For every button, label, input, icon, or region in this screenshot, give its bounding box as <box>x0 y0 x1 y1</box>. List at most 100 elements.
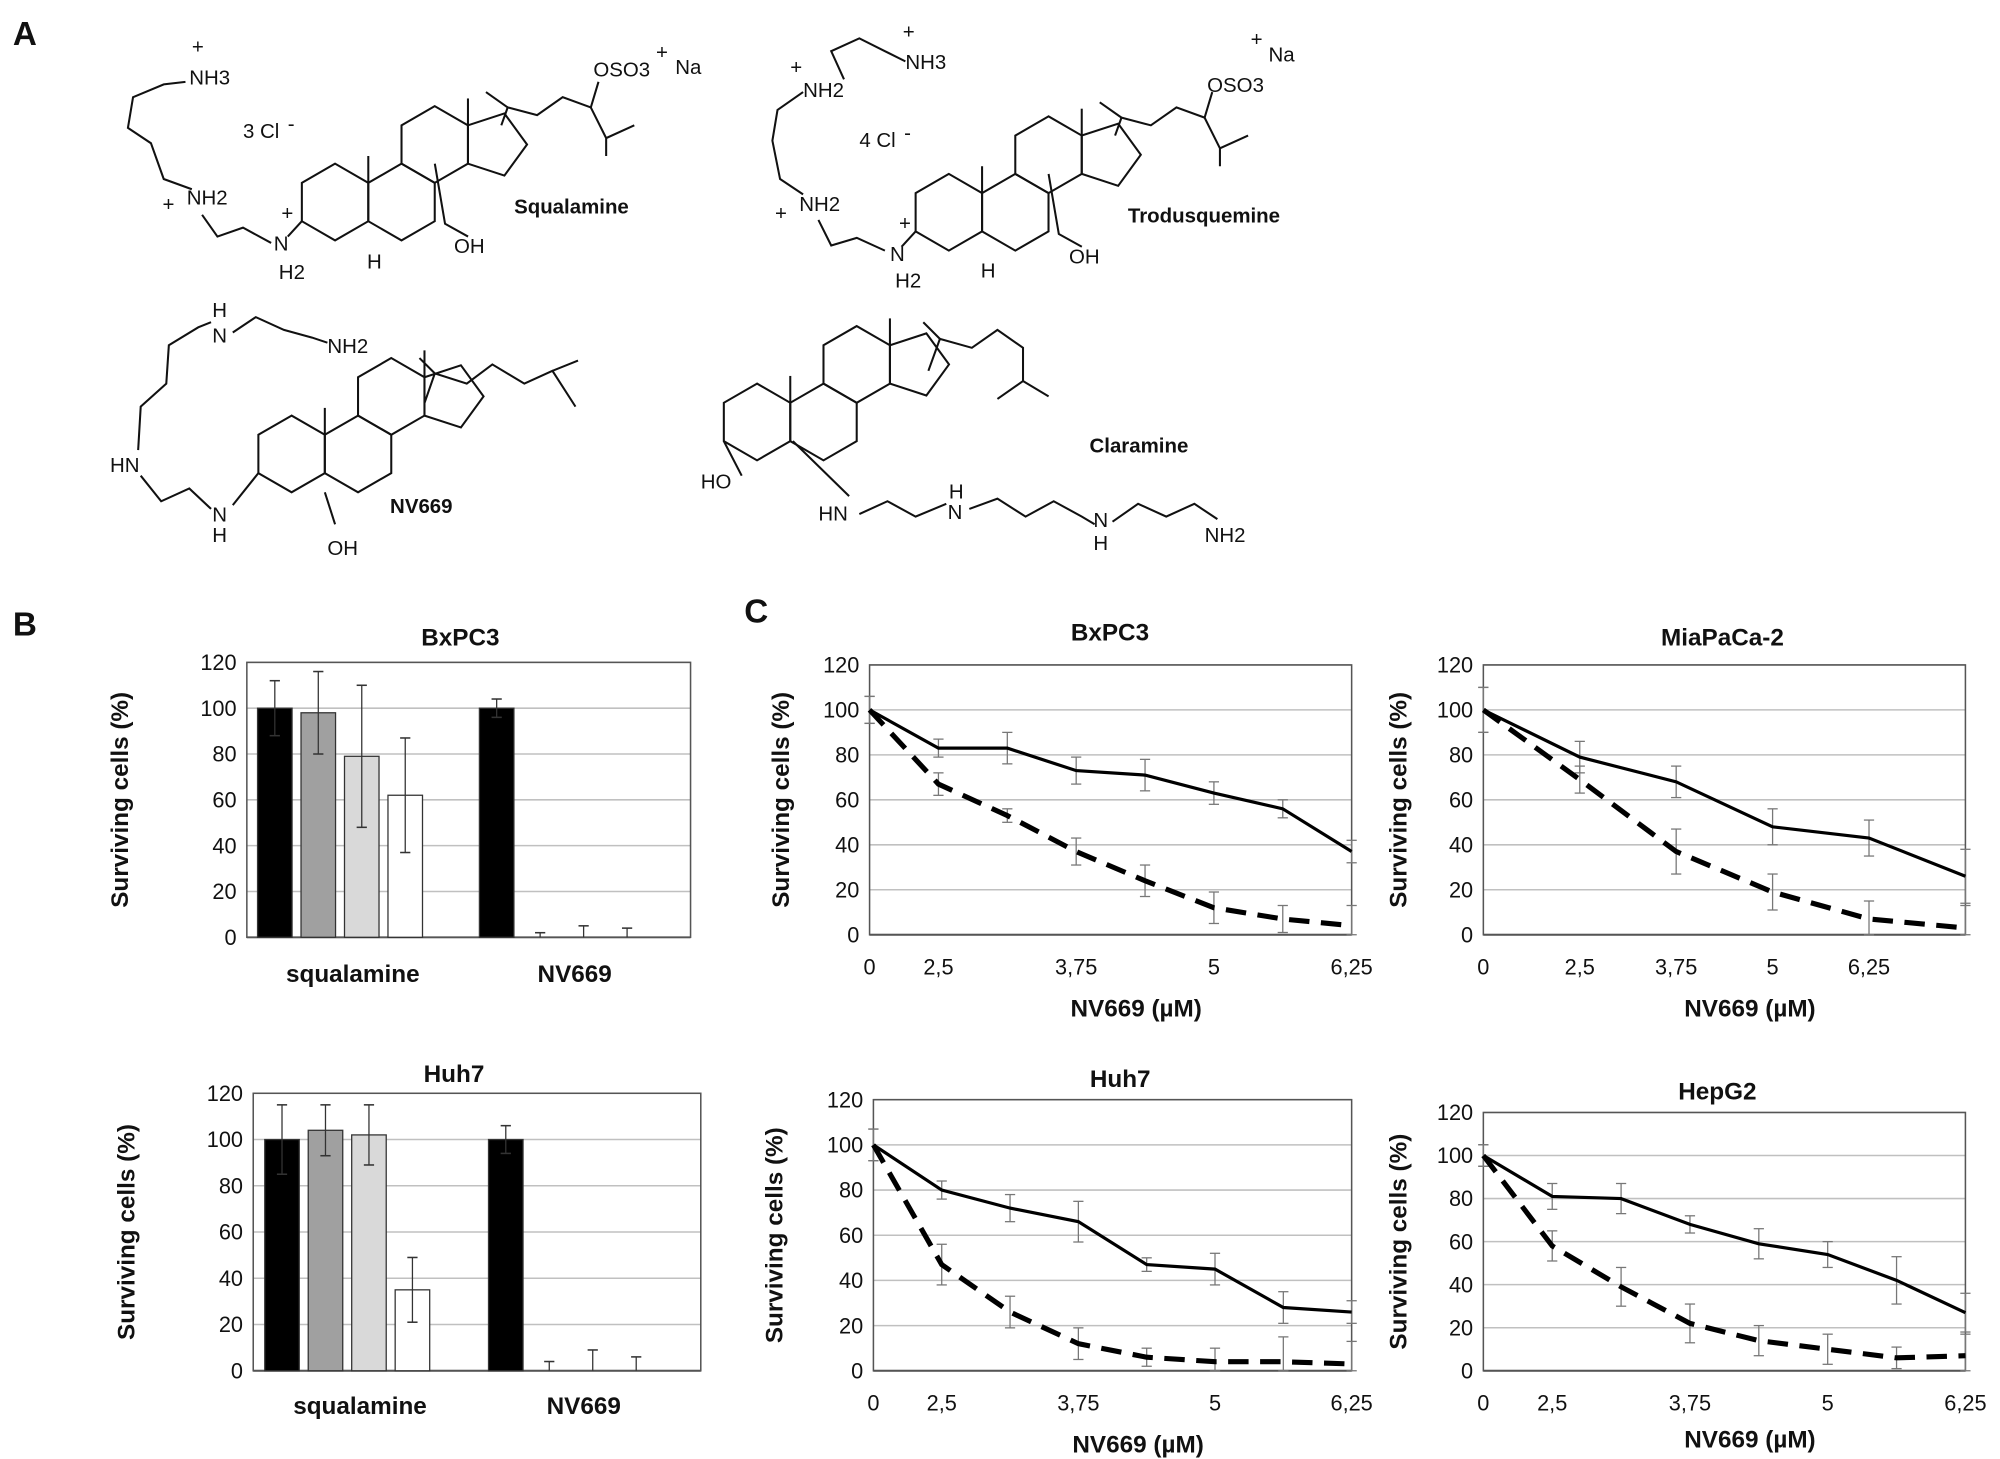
label-h: H <box>949 481 964 504</box>
y-tick-label: 80 <box>212 742 236 767</box>
y-axis-label: Surviving cells (%) <box>113 1124 140 1340</box>
charge-minus: - <box>904 121 911 144</box>
series-line-dashed <box>1481 707 1966 931</box>
x-tick-label: 3,75 <box>1655 954 1697 979</box>
y-tick-label: 40 <box>835 832 859 857</box>
x-tick-label: 2,5 <box>923 954 953 979</box>
bond-chain <box>722 440 743 477</box>
bond-chain <box>1111 502 1218 523</box>
label-h: H <box>212 524 227 547</box>
y-tick-label: 40 <box>839 1268 863 1293</box>
ring <box>914 172 984 252</box>
bond-chain <box>231 472 260 506</box>
y-tick-label: 80 <box>835 743 859 768</box>
ring <box>257 414 326 494</box>
y-tick-label: 0 <box>851 1358 863 1383</box>
label-nh3: NH3 <box>905 51 946 74</box>
y-tick-label: 120 <box>827 1087 863 1112</box>
chart-huh7: Huh7 0 20 40 60 80 100 120 Surviving cells (%) 0 2… <box>762 1066 1373 1459</box>
y-tick-label: 20 <box>1449 877 1473 902</box>
y-tick-label: 20 <box>839 1313 863 1338</box>
x-category-label: NV669 <box>538 961 612 988</box>
y-tick-label: 60 <box>219 1220 243 1245</box>
y-tick-label: 0 <box>231 1358 243 1383</box>
ring <box>357 356 426 436</box>
structure-squalamine: NH3 + 3 Cl - + NH2 + N H2 H OH OSO3 + Na… <box>126 36 702 284</box>
bond-chain <box>792 440 850 497</box>
x-tick-label: 0 <box>1477 1390 1489 1415</box>
bar <box>478 707 515 938</box>
y-axis-label: Surviving cells (%) <box>1386 692 1413 908</box>
label-nh3: NH3 <box>189 66 230 89</box>
charts: BxPC3 0 20 40 60 80 100 120 Surviving cells (%) s… <box>107 620 1987 1459</box>
label-counterion: 3 Cl <box>243 120 279 143</box>
structure-name: NV669 <box>390 495 453 518</box>
chart-hepg2: HepG2 0 20 40 60 80 100 120 Surviving cells (%) 0… <box>1386 1079 1987 1454</box>
y-tick-label: 60 <box>1449 788 1473 813</box>
y-tick-label: 0 <box>225 925 237 950</box>
steroid-core <box>914 108 1143 252</box>
y-tick-label: 100 <box>200 696 236 721</box>
y-tick-label: 20 <box>835 877 859 902</box>
y-tick-label: 40 <box>219 1266 243 1291</box>
charge-plus: + <box>281 202 293 225</box>
x-tick-label: 5 <box>1767 954 1779 979</box>
charge-plus: + <box>903 20 915 43</box>
charge-plus: + <box>899 212 911 235</box>
label-n: N <box>890 243 905 266</box>
chart-title: BxPC3 <box>1071 620 1149 647</box>
bond-chain <box>1114 91 1214 136</box>
y-axis-label: Surviving cells (%) <box>768 692 795 908</box>
plot-frame <box>1482 1111 1967 1372</box>
bond-chain <box>201 214 272 244</box>
y-tick-label: 60 <box>212 788 236 813</box>
y-tick-label: 80 <box>1449 743 1473 768</box>
ring-pentagon <box>423 364 485 429</box>
charge-plus: + <box>162 193 174 216</box>
chart-title: Huh7 <box>424 1061 485 1088</box>
x-tick-label: 5 <box>1822 1390 1834 1415</box>
bond-chain <box>485 91 509 109</box>
panel-label-a: A <box>13 16 37 53</box>
y-tick-label: 40 <box>1449 1272 1473 1297</box>
series-line-dashed <box>1481 1153 1966 1361</box>
bond-chain <box>858 500 947 518</box>
y-tick-label: 100 <box>823 698 859 723</box>
label-oh: OH <box>327 537 358 560</box>
y-axis-label: Surviving cells (%) <box>107 692 134 908</box>
label-h2: H2 <box>895 270 921 293</box>
structure-name: Claramine <box>1090 435 1189 458</box>
x-tick-label: 6,25 <box>1331 1390 1373 1415</box>
ring <box>722 382 792 462</box>
plot-frame <box>252 1092 702 1372</box>
series-line-dashed <box>871 1143 1352 1367</box>
panel-label-b: B <box>13 607 37 644</box>
bond-chain <box>137 321 212 451</box>
ring <box>822 324 891 404</box>
bond-chain <box>500 81 600 126</box>
chart-title: HepG2 <box>1678 1079 1756 1106</box>
y-tick-label: 20 <box>219 1312 243 1337</box>
y-tick-label: 0 <box>1461 922 1473 947</box>
chart-bxpc3: BxPC3 0 20 40 60 80 100 120 Surviving cells (%) 0… <box>768 620 1373 1023</box>
bond-chain <box>927 328 1050 400</box>
bond-chain <box>1047 173 1083 248</box>
y-tick-label: 60 <box>839 1223 863 1248</box>
label-n: N <box>948 501 963 524</box>
bond-chain <box>232 315 328 344</box>
series-line-solid <box>1482 708 1967 878</box>
bond-chain <box>287 220 303 238</box>
steroid-core <box>300 98 529 242</box>
series-line-solid <box>872 1143 1352 1314</box>
y-tick-label: 60 <box>1449 1229 1473 1254</box>
label-ho: HO <box>701 470 732 493</box>
structure-claramine: HO HN N H N H NH2 Claramine <box>701 318 1245 555</box>
y-tick-label: 100 <box>827 1133 863 1158</box>
x-axis-label: NV669 (µM) <box>1684 1426 1815 1453</box>
bond-chain <box>323 491 337 525</box>
label-oh: OH <box>1069 245 1100 268</box>
label-nh2: NH2 <box>803 79 844 102</box>
ring <box>323 414 393 494</box>
x-tick-label: 2,5 <box>1565 954 1595 979</box>
